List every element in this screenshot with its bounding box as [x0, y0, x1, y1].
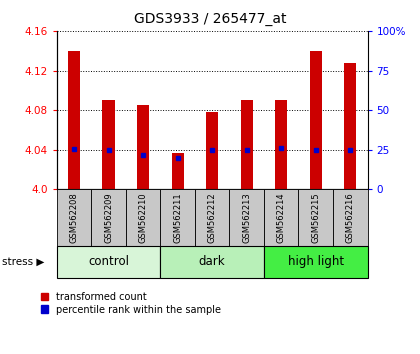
- Text: high light: high light: [288, 256, 344, 268]
- Bar: [160, 189, 195, 246]
- Bar: [310, 51, 322, 189]
- Bar: [68, 51, 80, 189]
- Bar: [229, 189, 264, 246]
- Bar: [344, 63, 356, 189]
- Text: GSM562215: GSM562215: [311, 192, 320, 243]
- Bar: [264, 189, 299, 246]
- Legend: transformed count, percentile rank within the sample: transformed count, percentile rank withi…: [41, 292, 221, 314]
- Text: GSM562210: GSM562210: [139, 192, 147, 243]
- Bar: [57, 246, 160, 278]
- Bar: [102, 101, 115, 189]
- Bar: [57, 189, 91, 246]
- Text: dark: dark: [199, 256, 226, 268]
- Text: control: control: [88, 256, 129, 268]
- Bar: [137, 105, 149, 189]
- Bar: [195, 189, 229, 246]
- Bar: [160, 246, 264, 278]
- Text: GSM562212: GSM562212: [207, 192, 217, 243]
- Bar: [171, 153, 184, 189]
- Bar: [264, 246, 368, 278]
- Text: GSM562214: GSM562214: [277, 192, 286, 243]
- Text: GDS3933 / 265477_at: GDS3933 / 265477_at: [134, 12, 286, 27]
- Text: GSM562208: GSM562208: [69, 192, 79, 243]
- Bar: [206, 112, 218, 189]
- Bar: [126, 189, 160, 246]
- Bar: [91, 189, 126, 246]
- Text: GSM562209: GSM562209: [104, 192, 113, 243]
- Text: GSM562211: GSM562211: [173, 192, 182, 243]
- Text: stress ▶: stress ▶: [2, 257, 45, 267]
- Bar: [299, 189, 333, 246]
- Bar: [275, 101, 287, 189]
- Text: GSM562213: GSM562213: [242, 192, 251, 243]
- Text: GSM562216: GSM562216: [346, 192, 355, 243]
- Bar: [333, 189, 368, 246]
- Bar: [241, 101, 253, 189]
